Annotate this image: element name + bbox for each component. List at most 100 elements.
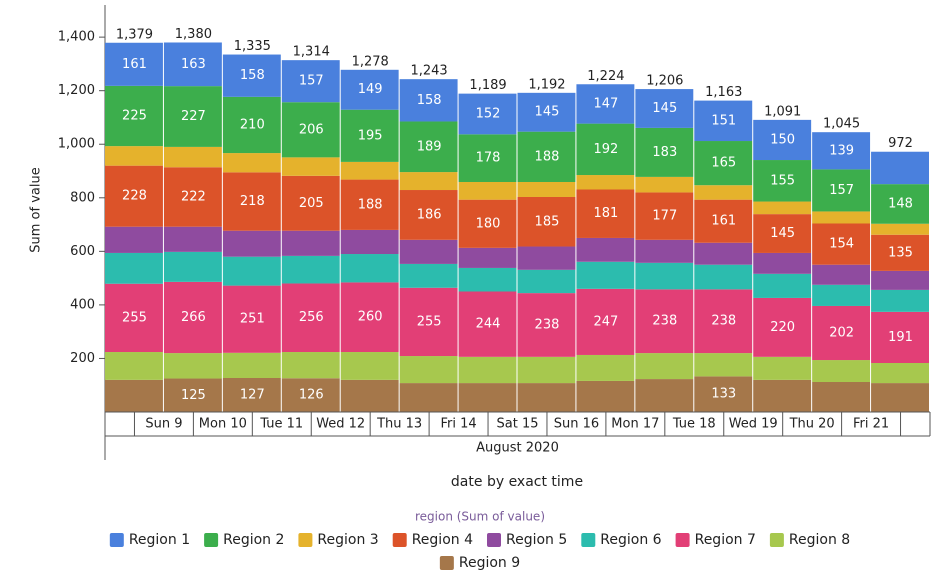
value-label: 189	[417, 139, 442, 154]
y-axis-title: Sum of value	[29, 167, 44, 252]
bar-segment	[222, 96, 281, 154]
legend-item: Region 5	[487, 532, 567, 548]
value-label: 157	[829, 183, 854, 198]
value-label: 126	[299, 388, 324, 403]
total-label: 1,192	[528, 77, 565, 92]
value-label: 178	[476, 151, 501, 166]
bar-segment	[281, 157, 340, 176]
value-label: 206	[299, 122, 324, 137]
bar-segment	[458, 134, 517, 182]
total-label: 1,379	[116, 27, 153, 42]
value-label: 148	[888, 196, 913, 211]
x-tick-label: Sat 15	[497, 417, 539, 432]
bar-segment	[458, 356, 517, 384]
bar-segment	[281, 283, 340, 353]
bar-segment	[163, 353, 222, 379]
bar-segment	[105, 165, 163, 227]
total-label: 1,206	[646, 74, 683, 89]
bar-segment	[812, 284, 871, 306]
value-label: 210	[240, 117, 265, 132]
value-label: 145	[535, 105, 560, 120]
bar-segment	[163, 146, 222, 168]
legend-label: Region 3	[317, 532, 378, 548]
total-label: 1,091	[764, 104, 801, 119]
bar-segment	[399, 263, 458, 288]
value-label: 202	[829, 326, 854, 341]
legend-label: Region 1	[129, 532, 190, 548]
value-label: 205	[299, 196, 324, 211]
value-label: 150	[770, 132, 795, 147]
value-label: 185	[535, 214, 560, 229]
bar-segment	[222, 285, 281, 353]
bar-segment	[458, 247, 517, 268]
bar-segment	[753, 356, 812, 380]
value-label: 157	[299, 74, 324, 89]
value-label: 177	[652, 209, 677, 224]
legend-item: Region 3	[298, 532, 379, 548]
x-tick-label: Fri 21	[853, 417, 889, 432]
bar-segment	[399, 79, 458, 122]
bar-segment	[105, 283, 163, 353]
value-label: 260	[358, 310, 383, 325]
legend-item: Region 4	[392, 532, 473, 548]
value-label: 152	[476, 106, 501, 121]
bar-segment	[399, 172, 458, 191]
bar-segment	[281, 230, 340, 256]
x-tick-label: Thu 13	[376, 417, 422, 432]
bar-segment	[576, 175, 635, 190]
bar-segment	[458, 181, 517, 200]
bar-segment	[222, 54, 281, 97]
legend-swatch	[581, 533, 596, 547]
value-label: 125	[181, 388, 206, 403]
value-label: 151	[711, 113, 736, 128]
bar-segment	[163, 86, 222, 147]
bar-segment	[222, 172, 281, 231]
bar-segment	[812, 264, 871, 285]
bar-segment	[812, 360, 871, 383]
bar-segment	[222, 352, 281, 378]
legend-label: Region 2	[223, 532, 284, 548]
bar-segment	[340, 179, 399, 230]
legend-row: Region 1 Region 2 Region 3 Region 4 Region 5…	[109, 532, 850, 548]
bar-segment	[340, 282, 399, 353]
bar-segment	[576, 288, 635, 355]
total-label: 1,189	[469, 78, 506, 93]
x-tick-label: Sun 9	[145, 417, 182, 432]
bar-segment	[399, 190, 458, 240]
bar-segment	[517, 196, 576, 247]
bar-segment	[105, 226, 163, 253]
bar-segment	[458, 383, 517, 412]
bar-segment	[812, 223, 871, 265]
bar-segment	[281, 378, 340, 412]
bar-segment	[576, 123, 635, 176]
y-tick-label: 600	[70, 244, 95, 259]
legend-swatch	[487, 533, 501, 547]
bar-segment	[871, 270, 929, 290]
value-label: 238	[535, 317, 560, 332]
legend-swatch	[298, 533, 313, 547]
bar-segment	[399, 287, 458, 357]
total-label: 1,314	[293, 45, 330, 60]
value-label: 154	[829, 237, 854, 252]
bar-segment	[340, 229, 399, 255]
legend-label: Region 8	[789, 532, 850, 548]
value-label: 227	[181, 109, 206, 124]
bar-segment	[576, 354, 635, 381]
value-label: 158	[240, 68, 265, 83]
bar-segment	[105, 379, 163, 412]
legend-swatch	[769, 533, 784, 547]
bar-segment	[281, 102, 340, 158]
bar-segment	[871, 234, 929, 271]
bar-segment	[694, 376, 753, 412]
value-label: 222	[181, 189, 206, 204]
value-label: 145	[652, 101, 677, 116]
bar-segment	[871, 223, 929, 235]
bar-segment	[517, 293, 576, 357]
bar-segment	[517, 92, 576, 132]
bar-segment	[635, 127, 694, 177]
bar-segment	[871, 184, 929, 224]
value-label: 139	[829, 143, 854, 158]
bar-segment	[517, 356, 576, 384]
legend-swatch	[439, 556, 454, 570]
